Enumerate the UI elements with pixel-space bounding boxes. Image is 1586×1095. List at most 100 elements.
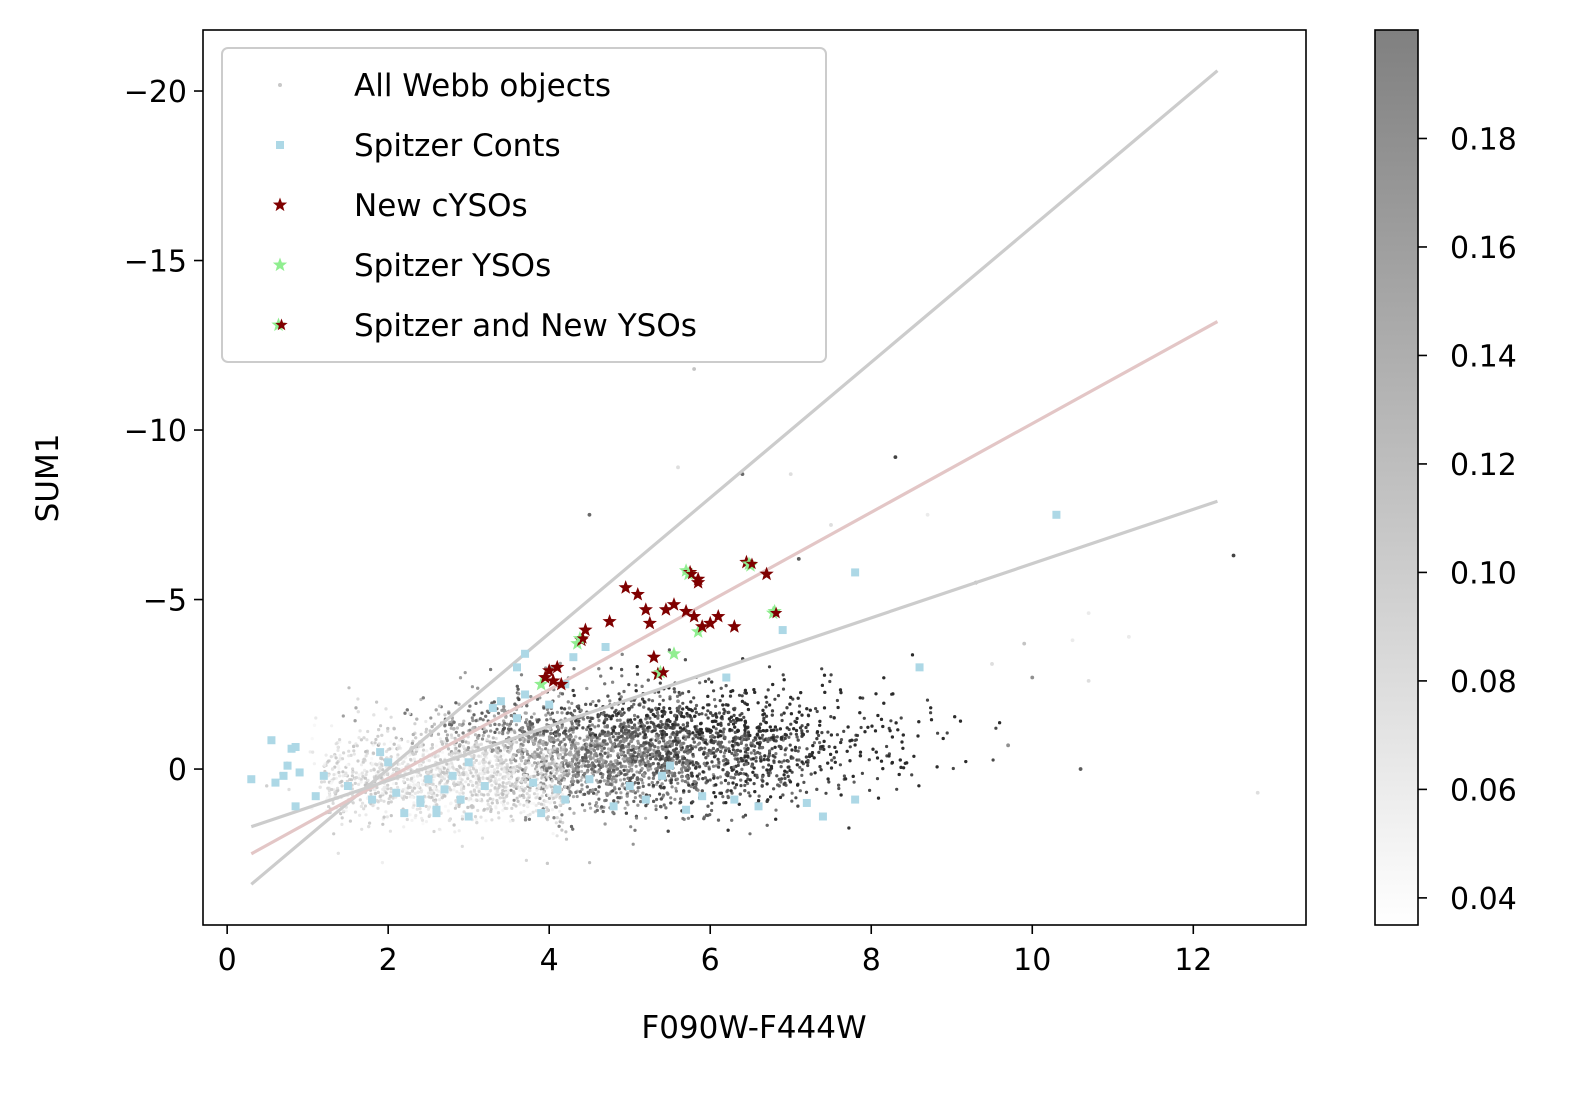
webb-point [544, 747, 548, 751]
webb-point [405, 708, 409, 712]
webb-point [650, 753, 655, 757]
webb-point [674, 786, 678, 791]
webb-point [723, 709, 727, 713]
webb-point [424, 804, 428, 809]
webb-point [858, 750, 863, 754]
webb-point [628, 765, 632, 769]
webb-point [493, 722, 497, 727]
webb-point [691, 737, 695, 741]
webb-point [726, 782, 731, 786]
webb-point [775, 774, 779, 778]
webb-point [747, 731, 751, 735]
webb-point [675, 743, 679, 747]
webb-point [765, 799, 769, 804]
webb-point [820, 745, 824, 749]
webb-point [547, 735, 552, 739]
webb-point [789, 732, 793, 736]
webb-point [733, 725, 737, 729]
webb-point [722, 754, 726, 758]
webb-point [501, 732, 505, 736]
webb-point [461, 744, 465, 749]
webb-point [580, 769, 584, 774]
webb-point [568, 807, 572, 811]
webb-point [414, 736, 418, 740]
webb-point [810, 751, 815, 755]
webb-point [353, 719, 357, 723]
webb-point [311, 750, 315, 754]
webb-point [480, 711, 484, 715]
webb-point [646, 678, 650, 682]
webb-point [636, 786, 640, 790]
webb-point [389, 786, 393, 791]
webb-point [597, 667, 601, 671]
webb-point [580, 783, 584, 787]
webb-point [739, 741, 743, 745]
webb-point [754, 759, 758, 763]
webb-point [312, 762, 316, 766]
webb-point [762, 758, 766, 762]
webb-point [822, 739, 826, 744]
webb-point [738, 749, 743, 753]
webb-point [462, 719, 466, 723]
webb-point [719, 781, 723, 785]
webb-point [727, 749, 732, 754]
webb-point [713, 795, 718, 799]
webb-point [566, 764, 570, 768]
webb-point [489, 667, 493, 672]
webb-point [673, 713, 677, 718]
webb-point [509, 713, 513, 718]
webb-point [699, 722, 703, 726]
webb-point [648, 716, 652, 720]
webb-point [716, 818, 721, 822]
webb-point [596, 744, 600, 748]
webb-point [775, 735, 779, 739]
webb-point [530, 715, 534, 719]
webb-point [585, 737, 589, 741]
webb-point [669, 710, 673, 715]
webb-point [631, 754, 635, 758]
webb-point [697, 777, 701, 781]
webb-point [806, 723, 810, 727]
webb-point [572, 811, 576, 815]
webb-point [617, 731, 621, 736]
webb-point [679, 797, 683, 801]
webb-point [827, 745, 831, 749]
webb-point [798, 726, 803, 730]
webb-point [613, 738, 618, 742]
webb-point [540, 748, 544, 752]
webb-point [633, 781, 637, 785]
webb-point [680, 775, 684, 779]
webb-point [720, 694, 725, 698]
webb-point [789, 712, 794, 716]
webb-point [687, 690, 691, 694]
webb-point [842, 729, 846, 734]
webb-point [439, 740, 443, 744]
webb-point [711, 713, 715, 718]
webb-point [709, 711, 713, 715]
webb-point [608, 754, 613, 758]
webb-point [265, 784, 269, 788]
webb-point [620, 744, 624, 749]
webb-point [603, 751, 607, 755]
webb-point [410, 751, 414, 755]
webb-point [630, 705, 634, 709]
webb-point [702, 761, 707, 766]
webb-point [693, 780, 697, 784]
webb-point [717, 760, 721, 764]
webb-point [798, 704, 802, 708]
webb-point [681, 757, 685, 761]
webb-point [687, 789, 691, 794]
webb-point [783, 769, 787, 773]
webb-point [495, 727, 499, 731]
webb-point [763, 754, 767, 758]
webb-point [481, 718, 485, 722]
webb-point [765, 782, 769, 786]
webb-point [668, 735, 673, 739]
webb-point [605, 725, 609, 729]
webb-point [721, 795, 725, 799]
webb-point [758, 736, 762, 740]
webb-point [652, 799, 656, 804]
webb-point [836, 705, 840, 710]
webb-point [882, 701, 886, 705]
webb-point [421, 696, 425, 700]
